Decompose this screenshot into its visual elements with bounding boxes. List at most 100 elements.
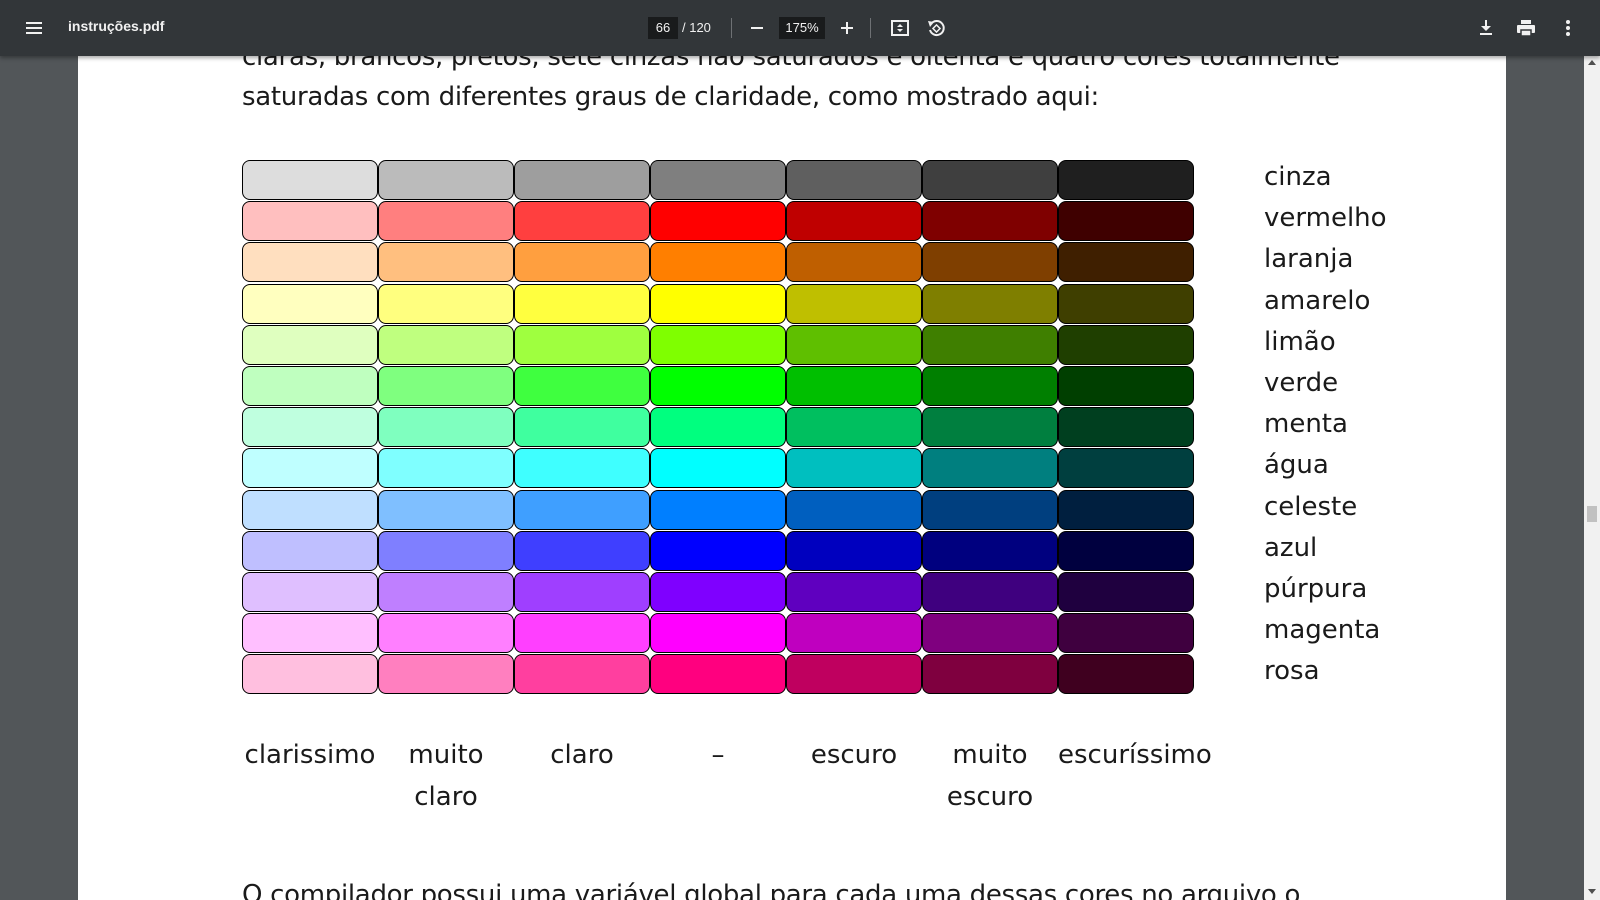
color-swatch bbox=[922, 242, 1058, 283]
color-swatch bbox=[514, 160, 650, 200]
toolbar-divider bbox=[731, 18, 732, 38]
color-swatch bbox=[1058, 201, 1194, 242]
row-label: laranja bbox=[1264, 244, 1354, 275]
vertical-scrollbar[interactable] bbox=[1584, 56, 1600, 900]
scroll-down-arrow-icon[interactable] bbox=[1588, 889, 1596, 894]
color-swatch bbox=[242, 654, 378, 695]
column-label: escuro bbox=[810, 740, 898, 770]
color-swatch bbox=[242, 283, 378, 324]
color-swatch bbox=[514, 572, 650, 612]
color-swatch bbox=[650, 572, 786, 612]
row-label: magenta bbox=[1264, 615, 1381, 646]
color-swatch bbox=[514, 242, 650, 283]
color-swatch bbox=[650, 160, 786, 200]
print-icon[interactable] bbox=[1510, 12, 1542, 44]
color-swatch bbox=[786, 160, 922, 200]
column-label: claro bbox=[550, 740, 614, 770]
menu-icon[interactable] bbox=[18, 12, 50, 44]
color-swatch bbox=[514, 613, 650, 654]
color-swatch bbox=[650, 654, 786, 695]
color-swatch bbox=[378, 201, 514, 242]
document-title: instruções.pdf bbox=[68, 18, 165, 34]
toolbar-divider bbox=[870, 18, 871, 38]
rotate-icon[interactable] bbox=[920, 12, 952, 44]
color-swatch bbox=[242, 407, 378, 448]
zoom-in-icon[interactable] bbox=[831, 12, 863, 44]
color-swatch bbox=[650, 530, 786, 571]
color-swatch bbox=[922, 448, 1058, 489]
color-swatch bbox=[786, 283, 922, 324]
color-swatch bbox=[514, 489, 650, 530]
color-swatch bbox=[922, 613, 1058, 654]
color-swatch bbox=[922, 572, 1058, 612]
color-swatch bbox=[922, 489, 1058, 530]
color-swatch bbox=[786, 242, 922, 283]
row-label: vermelho bbox=[1264, 203, 1387, 234]
row-label: cinza bbox=[1264, 162, 1332, 192]
color-swatch bbox=[650, 366, 786, 406]
color-swatch bbox=[1058, 160, 1194, 200]
color-swatch bbox=[922, 324, 1058, 365]
text-line-intro: saturadas com diferentes graus de clarid… bbox=[242, 82, 1099, 112]
scroll-thumb[interactable] bbox=[1587, 506, 1597, 522]
row-label: púrpura bbox=[1264, 574, 1368, 604]
color-swatch bbox=[1058, 242, 1194, 283]
color-swatch bbox=[242, 613, 378, 654]
color-swatch bbox=[378, 613, 514, 654]
column-label: – bbox=[711, 740, 725, 770]
download-icon[interactable] bbox=[1470, 12, 1502, 44]
color-swatch bbox=[1058, 407, 1194, 448]
scroll-up-arrow-icon[interactable] bbox=[1588, 60, 1596, 65]
color-swatch bbox=[242, 201, 378, 242]
column-label: escuríssimo bbox=[1058, 740, 1212, 770]
color-swatch bbox=[786, 407, 922, 448]
color-swatch bbox=[786, 366, 922, 406]
color-swatch bbox=[378, 366, 514, 406]
row-label: rosa bbox=[1264, 656, 1320, 687]
color-swatch bbox=[378, 489, 514, 530]
color-swatch bbox=[514, 654, 650, 695]
zoom-level-input[interactable]: 175% bbox=[779, 17, 825, 39]
color-swatch bbox=[514, 407, 650, 448]
color-swatch bbox=[922, 654, 1058, 695]
color-swatch bbox=[786, 613, 922, 654]
color-swatch bbox=[378, 654, 514, 695]
color-swatch bbox=[650, 448, 786, 489]
color-swatch bbox=[378, 242, 514, 283]
color-swatch bbox=[786, 489, 922, 530]
color-swatch bbox=[650, 489, 786, 530]
color-swatch bbox=[786, 448, 922, 489]
color-swatch bbox=[378, 572, 514, 612]
color-swatch bbox=[650, 407, 786, 448]
more-options-icon[interactable] bbox=[1552, 12, 1584, 44]
zoom-out-icon[interactable] bbox=[741, 12, 773, 44]
color-swatch-grid bbox=[242, 160, 1218, 708]
page-number-input[interactable]: 66 bbox=[648, 17, 678, 39]
color-swatch bbox=[242, 530, 378, 571]
row-label: verde bbox=[1264, 368, 1339, 398]
color-swatch bbox=[242, 366, 378, 406]
color-swatch bbox=[1058, 448, 1194, 489]
color-swatch bbox=[1058, 366, 1194, 406]
column-label: muito escuro bbox=[946, 740, 1034, 812]
page-total: / 120 bbox=[682, 20, 711, 35]
color-swatch bbox=[378, 324, 514, 365]
color-swatch bbox=[786, 530, 922, 571]
column-label: clarissimo bbox=[244, 740, 376, 770]
color-swatch bbox=[650, 283, 786, 324]
color-swatch bbox=[1058, 654, 1194, 695]
row-label: menta bbox=[1264, 409, 1348, 440]
color-swatch bbox=[378, 283, 514, 324]
color-swatch bbox=[242, 448, 378, 489]
row-label: limão bbox=[1264, 326, 1336, 357]
color-swatch bbox=[514, 366, 650, 406]
color-swatch bbox=[1058, 283, 1194, 324]
color-swatch bbox=[1058, 530, 1194, 571]
color-swatch bbox=[242, 160, 378, 200]
color-swatch bbox=[378, 448, 514, 489]
color-swatch bbox=[378, 407, 514, 448]
row-label: água bbox=[1264, 450, 1329, 481]
color-swatch bbox=[1058, 613, 1194, 654]
fit-page-icon[interactable] bbox=[884, 12, 916, 44]
text-line-bottom: O compilador possui uma variável global … bbox=[242, 880, 1301, 900]
